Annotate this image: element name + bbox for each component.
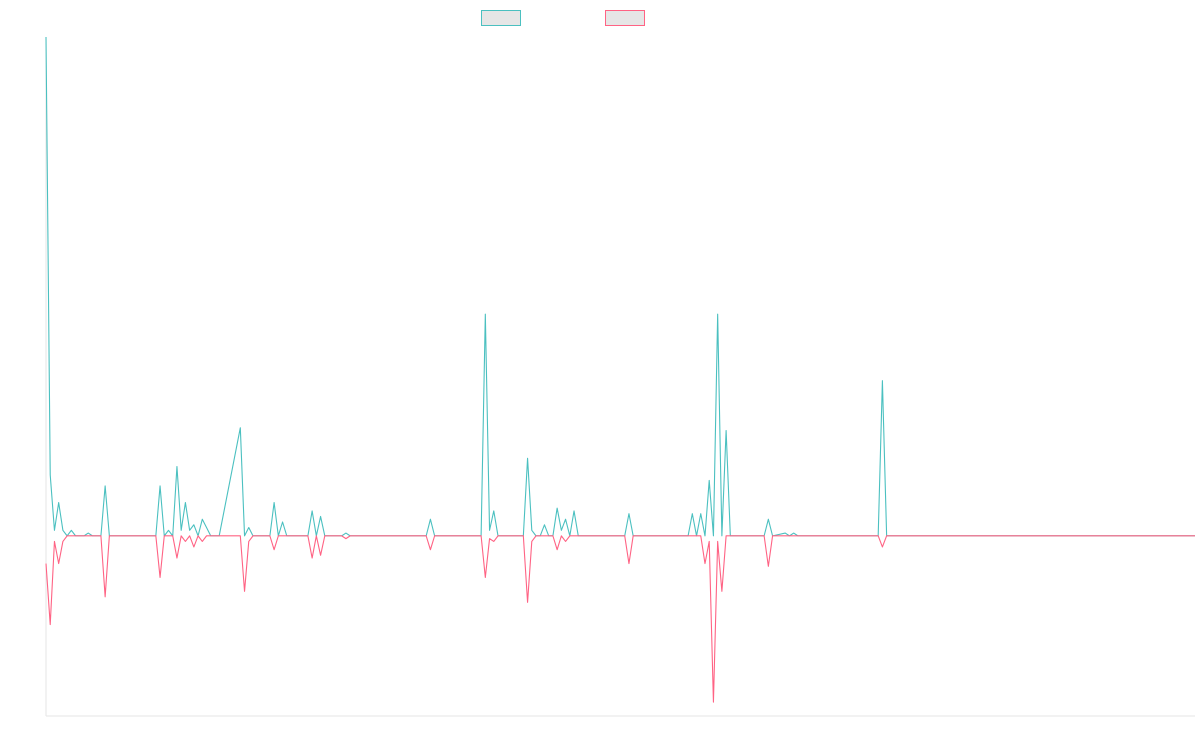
- series-line-1: [45, 36, 1195, 537]
- legend-swatch-2: [605, 10, 645, 26]
- series-line-2: [45, 535, 1195, 703]
- legend-swatch-1: [481, 10, 521, 26]
